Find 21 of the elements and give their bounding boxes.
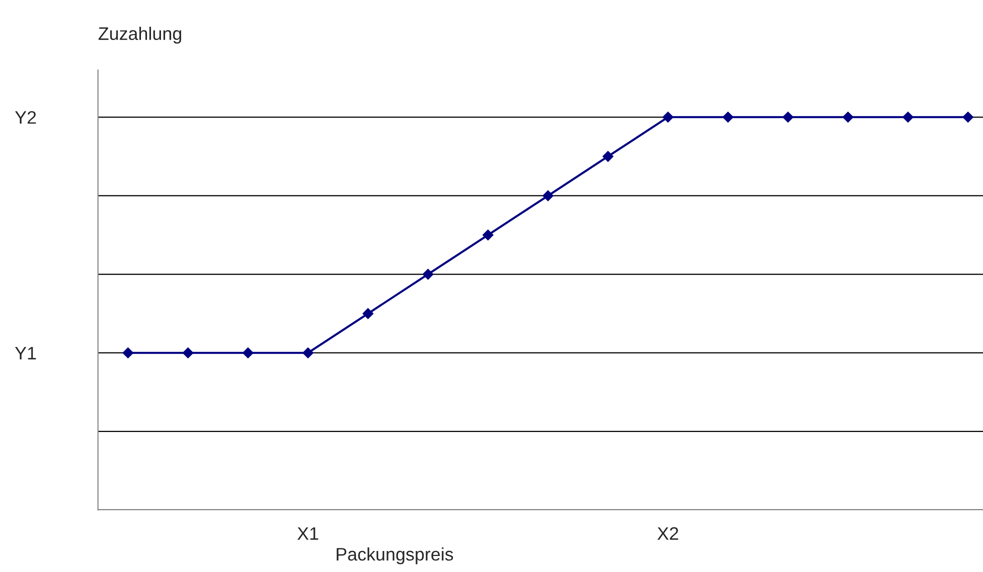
point	[482, 230, 494, 240]
point	[722, 112, 734, 123]
text: Y1	[15, 346, 36, 360]
point	[422, 268, 434, 280]
y-axis-title: Zuzahlung	[98, 26, 182, 44]
point	[842, 112, 854, 123]
point	[782, 112, 794, 123]
point	[602, 151, 614, 162]
point	[182, 347, 194, 358]
text: Y2	[15, 111, 36, 124]
x-tick-label: X1	[297, 527, 318, 540]
x-tick-label: X2	[657, 527, 678, 540]
point	[122, 347, 134, 358]
point	[662, 112, 674, 123]
point	[302, 347, 314, 358]
x-axis-title: Packungspreis	[336, 547, 454, 564]
point	[902, 112, 914, 123]
point	[542, 190, 554, 202]
point	[362, 308, 374, 319]
point	[962, 112, 974, 123]
point	[242, 347, 254, 358]
